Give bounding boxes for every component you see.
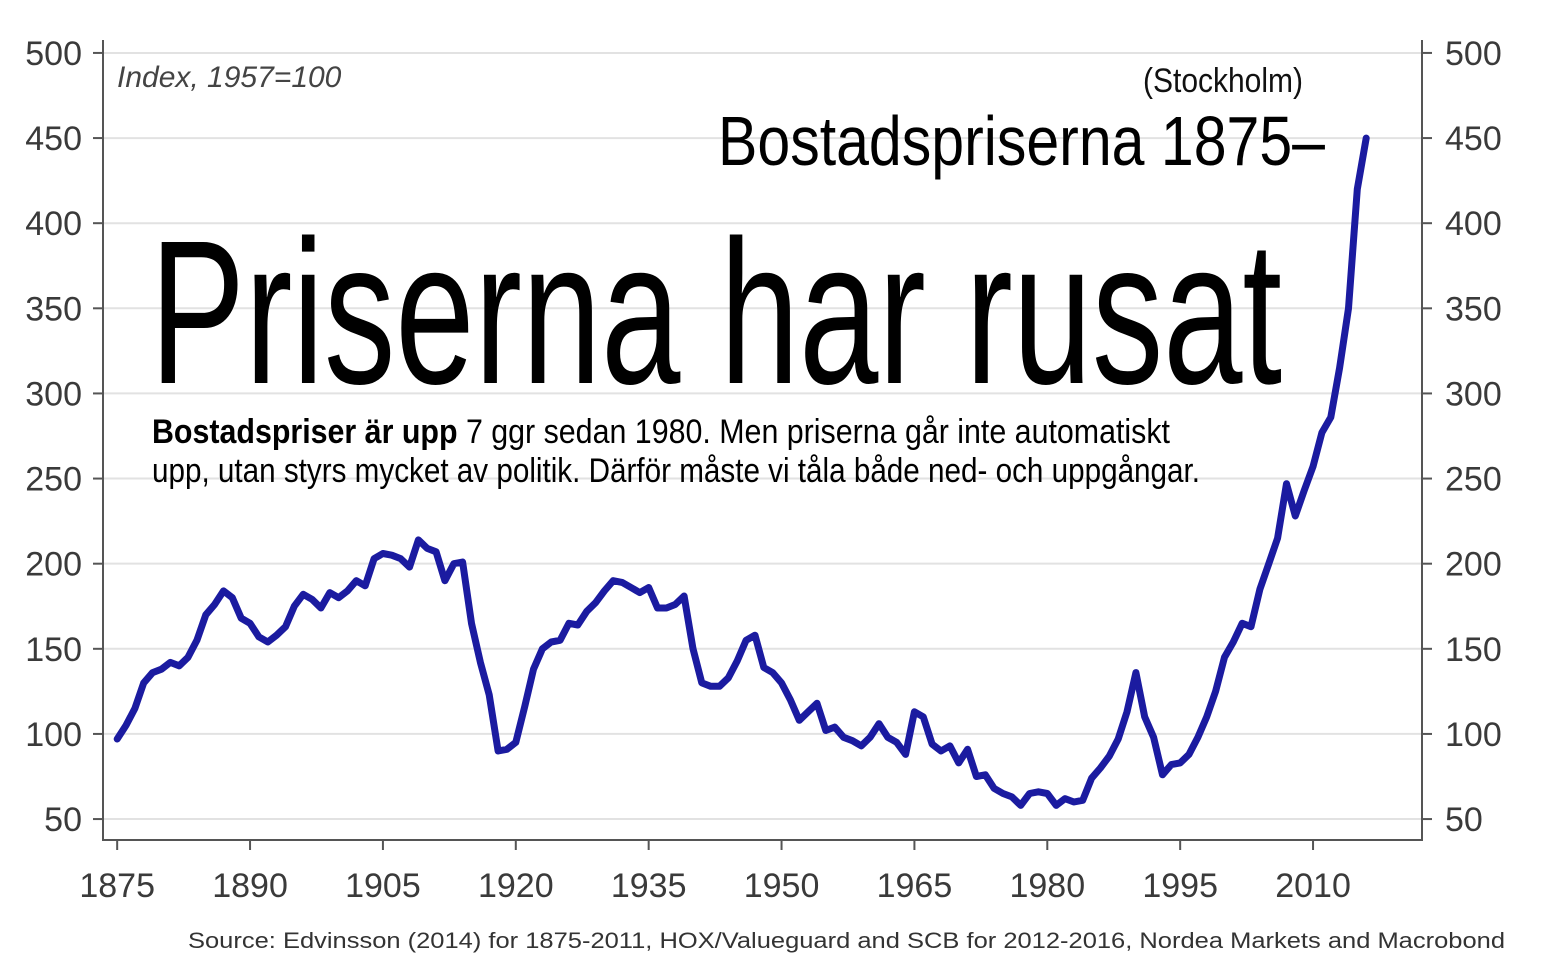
y2-tick-label: 200 — [1445, 546, 1502, 584]
y-axis-label: Index, 1957=100 — [117, 61, 342, 94]
subtitle: Bostadspriserna 1875– — [718, 102, 1325, 180]
lead-line: upp, utan styrs mycket av politik. Därfö… — [152, 452, 1200, 490]
x-tick-label: 1920 — [478, 867, 554, 905]
x-tick-label: 1890 — [212, 867, 288, 905]
y-tick-label: 200 — [25, 546, 82, 584]
x-tick-label: 1935 — [611, 867, 687, 905]
lead-bold: Bostadspriser är upp — [152, 413, 458, 451]
kicker: (Stockholm) — [1143, 62, 1303, 100]
y-tick-label: 350 — [25, 290, 82, 328]
y-tick-label: 50 — [44, 801, 82, 839]
x-tick-label: 1875 — [79, 867, 155, 905]
y2-tick-label: 300 — [1445, 375, 1502, 413]
overlay: (Stockholm) Bostadspriserna 1875– Priser… — [150, 62, 1325, 490]
y2-tick-label: 150 — [1445, 631, 1502, 669]
x-tick-label: 1965 — [877, 867, 953, 905]
y-tick-label: 150 — [25, 631, 82, 669]
lead-text: 7 ggr sedan 1980. Men priserna går inte … — [458, 413, 1171, 451]
y2-tick-label: 250 — [1445, 461, 1502, 499]
y-tick-label: 500 — [25, 35, 82, 73]
y2-tick-label: 100 — [1445, 716, 1502, 754]
x-tick-label: 1995 — [1142, 867, 1218, 905]
y-tick-label: 300 — [25, 375, 82, 413]
x-tick-label: 1950 — [744, 867, 820, 905]
y2-tick-label: 350 — [1445, 290, 1502, 328]
y2-tick-label: 400 — [1445, 205, 1502, 243]
y-tick-label: 400 — [25, 205, 82, 243]
x-tick-label: 1905 — [345, 867, 421, 905]
source: Source: Edvinsson (2014) for 1875-2011, … — [188, 928, 1505, 953]
axis-frame — [102, 40, 1423, 841]
y2-tick-label: 450 — [1445, 120, 1502, 158]
lead-line: Bostadspriser är upp 7 ggr sedan 1980. M… — [152, 413, 1170, 451]
x-tick-label: 2010 — [1275, 867, 1351, 905]
y2-tick-label: 50 — [1445, 801, 1483, 839]
headline: Priserna har rusat — [150, 198, 1282, 427]
x-tick-label: 1980 — [1009, 867, 1085, 905]
y-tick-label: 450 — [25, 120, 82, 158]
price-line — [113, 134, 1370, 809]
y-tick-label: 100 — [25, 716, 82, 754]
y2-tick-label: 500 — [1445, 35, 1502, 73]
y-tick-label: 250 — [25, 461, 82, 499]
